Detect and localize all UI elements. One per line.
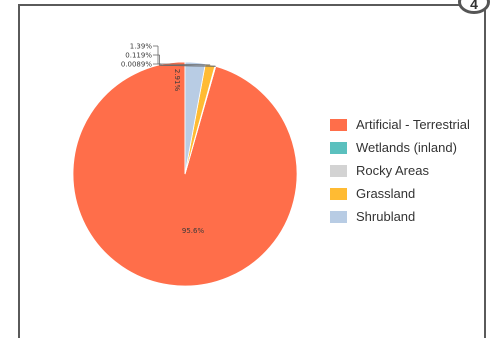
slice-label-rocky-areas: 0.119% (125, 52, 152, 60)
legend-item: Wetlands (inland) (330, 136, 470, 159)
legend-swatch (330, 210, 347, 223)
legend-swatch (330, 141, 347, 154)
legend-label: Grassland (356, 186, 416, 201)
slice-label-grassland: 1.39% (130, 43, 153, 51)
legend-label: Artificial - Terrestrial (356, 117, 470, 132)
legend-label: Rocky Areas (356, 163, 429, 178)
legend-item: Shrubland (330, 205, 470, 228)
slice-label-artificial-terrestrial: 95.6% (182, 227, 205, 235)
legend-item: Grassland (330, 182, 470, 205)
legend-item: Artificial - Terrestrial (330, 113, 470, 136)
legend-swatch (330, 164, 347, 177)
legend-label: Shrubland (356, 209, 416, 224)
legend-label: Wetlands (inland) (356, 140, 457, 155)
slice-label-shrubland: 2.91% (173, 69, 181, 92)
legend-swatch (330, 187, 347, 200)
chart-legend: Artificial - Terrestrial Wetlands (inland… (330, 113, 470, 228)
slice-label-wetlands-inland: 0.0089% (121, 61, 152, 69)
figure-number-badge: 4 (458, 0, 490, 14)
legend-swatch (330, 118, 347, 131)
pie-slice-shrubland (184, 61, 206, 175)
legend-item: Rocky Areas (330, 159, 470, 182)
leader-line (160, 64, 216, 67)
